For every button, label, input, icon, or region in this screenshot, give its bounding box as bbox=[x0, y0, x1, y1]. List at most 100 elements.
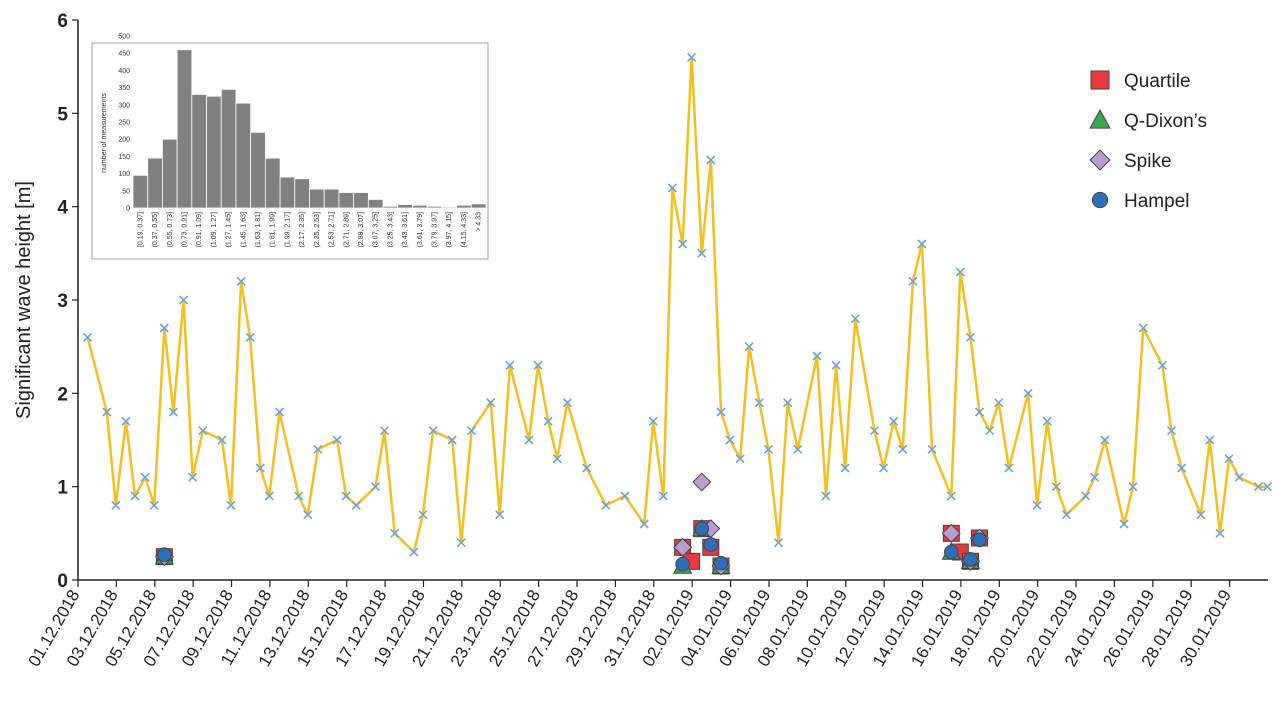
wave-height-point bbox=[1224, 454, 1234, 464]
histogram-bar bbox=[338, 192, 355, 209]
wave-height-point bbox=[486, 398, 496, 408]
inset-x-tick-label: (2.89, 3.07] bbox=[358, 212, 365, 247]
wave-height-point bbox=[428, 426, 438, 436]
wave-height-point bbox=[303, 510, 313, 520]
wave-height-point bbox=[985, 426, 995, 436]
inset-x-tick-label: (2.35, 2.53] bbox=[314, 212, 321, 247]
wave-height-point bbox=[466, 426, 477, 436]
wave-height-point bbox=[274, 407, 285, 417]
histogram-bar bbox=[191, 94, 207, 209]
wave-height-point bbox=[927, 444, 937, 454]
outlier-circle-marker bbox=[944, 544, 959, 560]
inset-y-tick-label: 150 bbox=[118, 154, 130, 161]
histogram-bar bbox=[264, 157, 281, 209]
wave-height-point bbox=[763, 444, 773, 454]
wave-height-point bbox=[793, 444, 803, 454]
histogram-bar bbox=[147, 157, 163, 209]
wave-height-point bbox=[620, 491, 630, 501]
wave-height-point bbox=[379, 426, 390, 436]
wave-height-point bbox=[1032, 500, 1042, 510]
wave-height-point bbox=[1234, 472, 1244, 482]
wave-height-point bbox=[898, 444, 908, 454]
wave-height-point bbox=[447, 435, 457, 445]
wave-height-point bbox=[552, 454, 562, 464]
inset-y-tick-label: 300 bbox=[118, 102, 130, 109]
inset-x-tick-label: (3.43, 3.61] bbox=[402, 212, 409, 247]
histogram-bar bbox=[470, 203, 487, 209]
inset-y-tick-label: 450 bbox=[118, 51, 130, 58]
y-tick-label: 0 bbox=[57, 571, 68, 592]
wave-height-point bbox=[341, 491, 351, 501]
inset-x-tick-label: (0.55, 0.73] bbox=[167, 212, 174, 247]
inset-x-tick-label: (1.81, 1.99] bbox=[270, 212, 277, 247]
wave-height-point bbox=[1004, 463, 1014, 473]
wave-height-point bbox=[140, 472, 150, 482]
wave-height-point bbox=[351, 500, 361, 510]
wave-height-point bbox=[390, 528, 400, 538]
y-tick-label: 1 bbox=[57, 478, 68, 499]
histogram-bar bbox=[235, 102, 252, 209]
wave-height-point bbox=[601, 500, 611, 510]
outlier-circle-marker bbox=[963, 552, 978, 567]
wave-height-point bbox=[1128, 482, 1138, 492]
y-axis-label: Significant wave height [m] bbox=[13, 181, 35, 419]
wave-height-point bbox=[639, 519, 649, 529]
wave-height-point bbox=[706, 155, 716, 165]
inset-x-tick-label: [0.19, 0.37] bbox=[137, 212, 144, 247]
wave-height-point bbox=[697, 248, 707, 258]
wave-height-point bbox=[255, 463, 265, 473]
wave-height-point bbox=[370, 482, 381, 492]
inset-y-tick-label: 200 bbox=[118, 137, 130, 144]
inset-y-tick-label: 500 bbox=[118, 34, 130, 41]
wave-height-point bbox=[149, 500, 159, 510]
histogram-inset: number of measurements 0 50 100 150 200 250 30… bbox=[91, 34, 489, 260]
wave-height-point bbox=[495, 510, 505, 520]
histogram-bar bbox=[353, 192, 369, 209]
wave-height-point bbox=[226, 500, 236, 510]
histogram-bar bbox=[220, 88, 237, 209]
inset-x-tick-label: (1.45, 1.63] bbox=[240, 212, 247, 247]
wave-height-point bbox=[1042, 416, 1052, 426]
inset-x-tick-label: (0.91, 1.09] bbox=[196, 212, 203, 247]
wave-height-point bbox=[111, 500, 121, 510]
inset-x-tick-label: (1.99, 2.17] bbox=[284, 212, 291, 247]
wave-height-point bbox=[840, 463, 850, 473]
wave-height-point bbox=[965, 332, 976, 342]
wave-height-point bbox=[878, 463, 889, 473]
legend-label: Q-Dixon’s bbox=[1124, 111, 1207, 132]
outlier-circle-marker bbox=[675, 556, 690, 572]
histogram-bar bbox=[206, 95, 222, 209]
wave-height-point bbox=[178, 295, 189, 305]
wave-height-point bbox=[754, 398, 764, 408]
wave-height-point bbox=[332, 435, 342, 445]
inset-y-tick-label: 250 bbox=[118, 120, 130, 127]
wave-height-point bbox=[716, 407, 726, 417]
wave-height-point bbox=[130, 491, 140, 501]
inset-x-tick-label: (3.79, 3.97] bbox=[432, 212, 439, 247]
wave-height-point bbox=[1061, 510, 1072, 520]
wave-height-point bbox=[1090, 472, 1100, 482]
histogram-bar bbox=[294, 178, 310, 209]
inset-x-tick-label: (0.73, 0.91] bbox=[181, 212, 188, 247]
wave-height-point bbox=[831, 360, 841, 370]
wave-height-point bbox=[83, 332, 93, 342]
wave-height-point bbox=[1138, 323, 1148, 333]
wave-height-point bbox=[582, 463, 592, 473]
wave-height-point bbox=[744, 342, 754, 352]
inset-x-tick-label: (3.61, 3.79] bbox=[417, 212, 424, 247]
wave-height-point bbox=[658, 491, 668, 501]
wave-height-point bbox=[245, 332, 255, 342]
legend-square-symbol bbox=[1090, 70, 1110, 90]
wave-height-point bbox=[946, 491, 956, 501]
inset-y-tick-label: 0 bbox=[126, 206, 130, 213]
wave-height-point bbox=[1215, 528, 1225, 538]
wave-height-point bbox=[1157, 360, 1168, 370]
inset-x-tick-label: (2.17, 2.35] bbox=[299, 212, 306, 247]
inset-x-tick-label: (2.71, 2.89] bbox=[343, 212, 350, 247]
wave-height-point bbox=[409, 547, 419, 557]
wave-height-point bbox=[994, 398, 1004, 408]
wave-height-point bbox=[1119, 519, 1129, 529]
wave-height-point bbox=[159, 323, 169, 333]
histogram-bar bbox=[309, 188, 325, 209]
